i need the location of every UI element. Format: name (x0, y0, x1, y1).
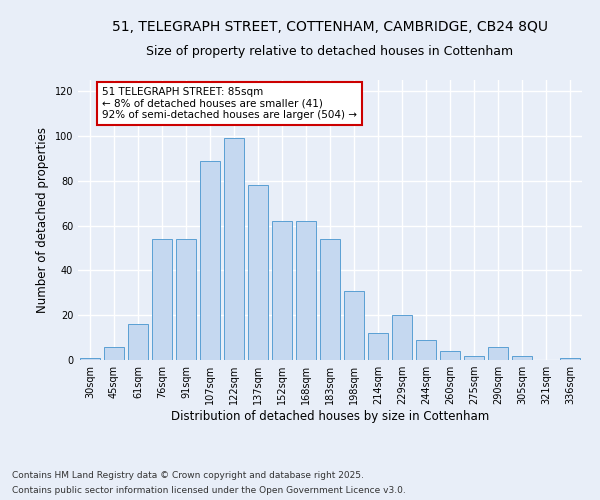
Bar (200, 160, 220, 360)
Bar (224, 138, 244, 360)
Bar (296, 221, 316, 360)
Bar (128, 324, 148, 360)
Bar (248, 186, 268, 360)
Text: 51, TELEGRAPH STREET, COTTENHAM, CAMBRIDGE, CB24 8QU: 51, TELEGRAPH STREET, COTTENHAM, CAMBRID… (112, 20, 548, 34)
X-axis label: Distribution of detached houses by size in Cottenham: Distribution of detached houses by size … (171, 410, 489, 423)
Text: 51 TELEGRAPH STREET: 85sqm
← 8% of detached houses are smaller (41)
92% of semi-: 51 TELEGRAPH STREET: 85sqm ← 8% of detac… (102, 86, 357, 120)
Text: Contains HM Land Registry data © Crown copyright and database right 2025.: Contains HM Land Registry data © Crown c… (12, 471, 364, 480)
Bar (152, 239, 172, 360)
Bar (488, 346, 508, 360)
Bar (104, 346, 124, 360)
Bar (440, 351, 460, 360)
Bar (320, 239, 340, 360)
Y-axis label: Number of detached properties: Number of detached properties (36, 127, 49, 313)
Bar (416, 340, 436, 360)
Text: Contains public sector information licensed under the Open Government Licence v3: Contains public sector information licen… (12, 486, 406, 495)
Text: Size of property relative to detached houses in Cottenham: Size of property relative to detached ho… (146, 45, 514, 58)
Bar (392, 315, 412, 360)
Bar (272, 221, 292, 360)
Bar (560, 358, 580, 360)
Bar (344, 290, 364, 360)
Bar (464, 356, 484, 360)
Bar (176, 239, 196, 360)
Bar (368, 333, 388, 360)
Bar (80, 358, 100, 360)
Bar (512, 356, 532, 360)
